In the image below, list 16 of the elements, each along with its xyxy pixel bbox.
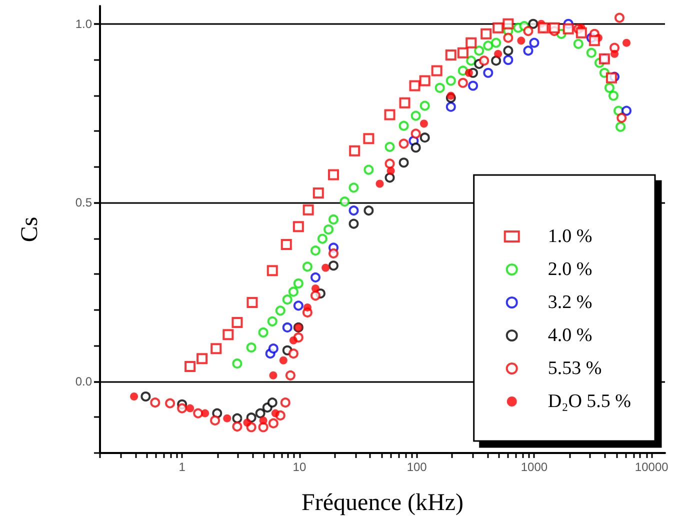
legend-label: 4.0 % <box>548 325 592 346</box>
legend-label: D₂O 5.5 % <box>548 391 632 412</box>
x-tick-label: 10000 <box>634 460 669 474</box>
y-axis-title: Cs <box>17 216 43 242</box>
legend-label: 3.2 % <box>548 292 592 313</box>
legend-label: 5.53 % <box>548 358 602 379</box>
y-tick-label: 1.0 <box>75 16 92 31</box>
y-tick-label: 0.0 <box>75 374 92 388</box>
x-tick-label: 1 <box>178 460 186 474</box>
y-tick-label: 0.5 <box>75 196 92 210</box>
legend-label: 2.0 % <box>548 259 592 280</box>
x-tick-label: 10 <box>292 460 306 474</box>
x-tick-label: 100 <box>406 460 428 474</box>
legend-label: 1.0 % <box>548 226 592 247</box>
x-axis-title: Fréquence (kHz) <box>302 490 464 516</box>
x-tick-label: 1000 <box>520 460 548 474</box>
